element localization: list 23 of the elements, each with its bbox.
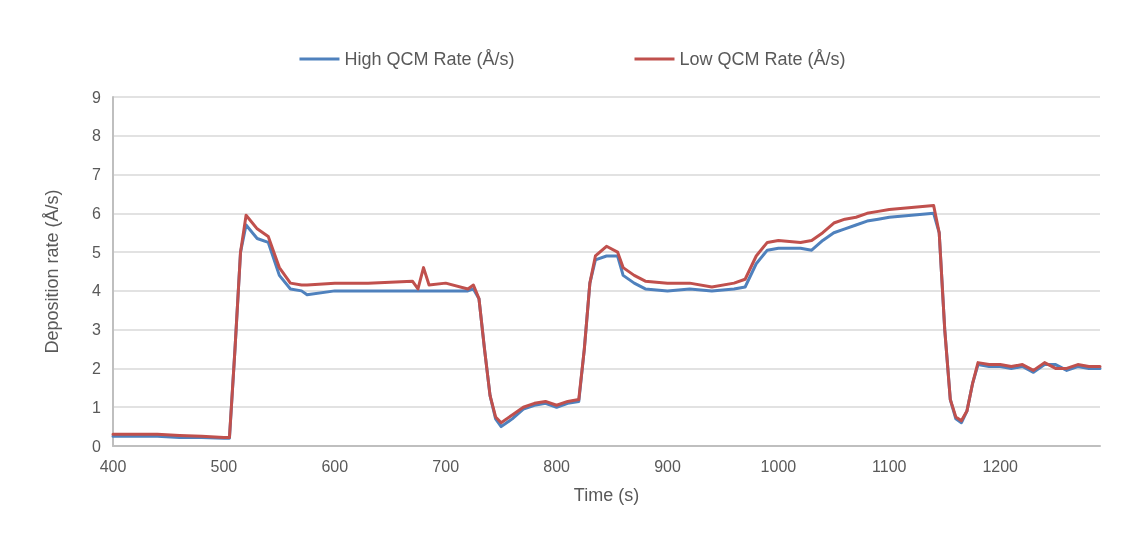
x-tick-label: 500 bbox=[210, 457, 238, 475]
x-tick-label: 800 bbox=[543, 457, 571, 475]
x-tick-label: 1100 bbox=[872, 457, 907, 475]
y-tick-label: 7 bbox=[92, 166, 102, 184]
y-tick-label: 2 bbox=[92, 359, 102, 377]
x-tick-label: 1000 bbox=[760, 457, 797, 475]
legend-label: High QCM Rate (Å/s) bbox=[344, 49, 515, 69]
y-tick-label: 5 bbox=[92, 243, 102, 261]
y-tick-label: 3 bbox=[92, 321, 102, 339]
x-tick-label: 600 bbox=[321, 457, 349, 475]
y-tick-label: 4 bbox=[92, 282, 102, 300]
y-tick-label: 0 bbox=[92, 437, 102, 455]
x-tick-label: 400 bbox=[99, 457, 127, 475]
y-tick-label: 1 bbox=[92, 398, 102, 416]
y-tick-label: 8 bbox=[92, 127, 102, 145]
x-axis-title: Time (s) bbox=[573, 485, 640, 505]
x-tick-label: 1200 bbox=[982, 457, 1019, 475]
y-tick-label: 9 bbox=[92, 88, 102, 106]
y-tick-label: 6 bbox=[92, 204, 102, 222]
x-tick-label: 700 bbox=[432, 457, 460, 475]
y-axis-title: Deposition rate (Å/s) bbox=[42, 189, 62, 354]
x-tick-label: 900 bbox=[654, 457, 681, 475]
legend-label: Low QCM Rate (Å/s) bbox=[679, 49, 846, 69]
